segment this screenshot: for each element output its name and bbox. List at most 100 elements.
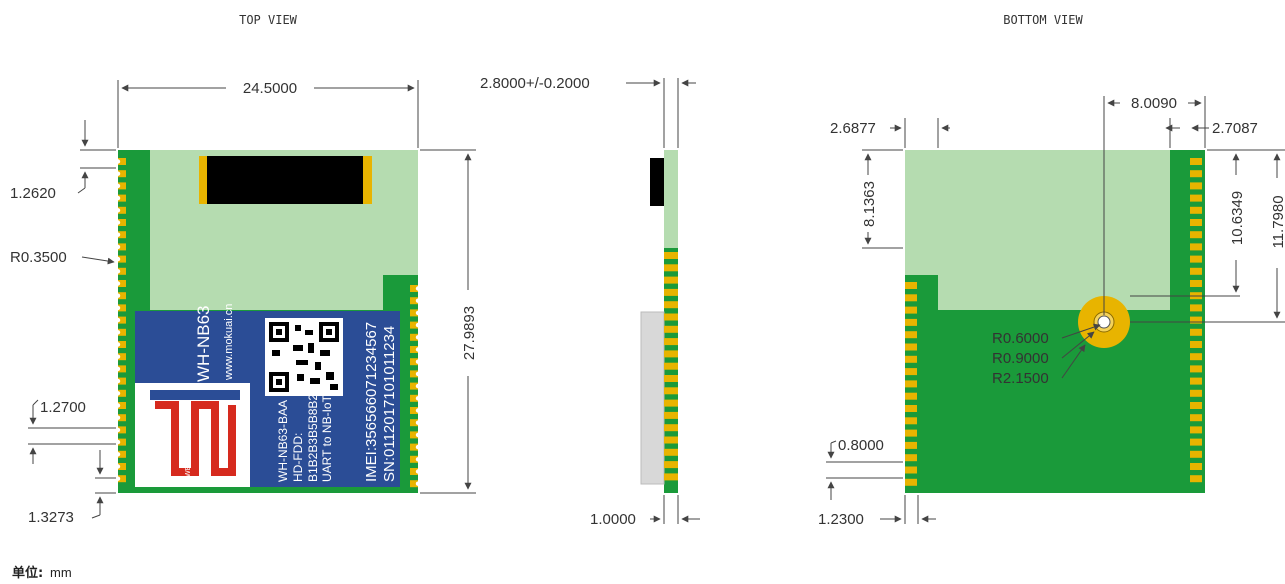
dim-bottom-left: 2.6877: [830, 120, 876, 137]
pad-hole: [415, 371, 421, 377]
pad: [664, 276, 678, 284]
pad-hole: [115, 244, 121, 250]
pad: [1190, 231, 1202, 239]
pad: [905, 306, 917, 314]
part-text: WH-NB63-BAA: [276, 400, 290, 482]
pad: [1190, 426, 1202, 434]
website-text: www.mokuai.cn: [223, 304, 235, 381]
pad: [664, 399, 678, 407]
pad: [664, 264, 678, 272]
pad-hole: [415, 298, 421, 303]
pad-hole: [415, 432, 421, 438]
pad-hole: [415, 408, 421, 413]
pad: [118, 365, 126, 373]
pad-hole: [415, 347, 421, 352]
top-view-title: TOP VIEW: [239, 13, 298, 27]
pad: [1190, 450, 1202, 458]
pad: [1190, 377, 1202, 385]
pad: [410, 455, 418, 463]
pad: [118, 304, 126, 312]
dim-total-height: 11.7980: [1270, 195, 1285, 248]
pad: [1190, 304, 1202, 312]
dim-r3: R2.1500: [992, 370, 1049, 387]
pad-hole: [415, 359, 421, 364]
pad: [905, 392, 917, 400]
pad: [118, 243, 126, 251]
top-view-dimensions: 24.5000 27.9893 1.2620 R0.3500 1.2700 1.…: [10, 80, 478, 526]
pad: [410, 297, 418, 305]
pad: [1190, 206, 1202, 214]
pad: [905, 355, 917, 363]
pad: [664, 288, 678, 296]
pad: [410, 333, 418, 341]
unit-label: 单位:: [12, 565, 43, 581]
pad-hole: [415, 310, 421, 316]
dim-bottom-left-height: 8.1363: [861, 181, 878, 227]
pad: [118, 170, 126, 178]
pad: [410, 309, 418, 317]
pad: [410, 407, 418, 414]
pad: [118, 414, 126, 422]
pad: [118, 292, 126, 300]
top-view-module: WENHENG WH-NB63 www.mokuai.cn WH-NB63-BA…: [115, 150, 421, 493]
pad-hole: [115, 391, 121, 396]
pad-hole: [415, 444, 421, 450]
pad: [905, 454, 917, 462]
pad: [118, 389, 126, 397]
pad: [1190, 341, 1202, 348]
pad: [905, 282, 917, 289]
pad-hole: [115, 354, 121, 359]
pad-hole: [115, 208, 121, 213]
brand-text: WENHENG: [185, 440, 192, 477]
pad-hole: [115, 293, 121, 298]
pad: [664, 338, 678, 346]
pad: [1190, 194, 1202, 202]
pad: [664, 387, 678, 395]
pad: [410, 431, 418, 439]
pad: [410, 480, 418, 488]
pad-hole: [415, 420, 421, 425]
imei-text: IMEI:356566071234567: [363, 322, 380, 482]
pad: [1190, 402, 1202, 409]
bands-text: B1B2B3B5B8B20: [306, 387, 320, 482]
pad-hole: [115, 281, 121, 286]
pad: [118, 267, 126, 275]
pad: [905, 318, 917, 326]
pad: [1190, 255, 1202, 263]
pad: [118, 231, 126, 239]
bottom-view-dimensions: 2.6877 8.1363 8.0090 2.7087 10.6349 11.7…: [818, 95, 1285, 528]
dim-radius: R0.3500: [10, 249, 67, 266]
pad: [118, 450, 126, 458]
pad: [118, 182, 126, 190]
pad: [905, 380, 917, 388]
pad-hole: [415, 322, 421, 328]
pad-hole: [115, 305, 121, 311]
desc-text: UART to NB-IoT: [320, 394, 334, 482]
pad: [1190, 463, 1202, 470]
pad: [664, 411, 678, 419]
sn-text: SN:0112017101011234: [381, 326, 398, 482]
pad: [905, 429, 917, 437]
dim-right-margin: 2.7087: [1212, 120, 1258, 137]
model-text: WH-NB63: [194, 305, 213, 382]
pad: [664, 375, 678, 382]
pad: [1190, 158, 1202, 165]
pad: [1190, 438, 1202, 446]
pad: [664, 362, 678, 370]
pad: [664, 448, 678, 456]
dim-pad-spacing: 1.2300: [818, 511, 864, 528]
pad: [664, 461, 678, 469]
pad: [410, 382, 418, 390]
pad: [664, 473, 678, 481]
pad-hole: [115, 476, 121, 481]
pad: [118, 341, 126, 348]
pad: [410, 285, 418, 292]
pad: [118, 353, 126, 361]
pad-hole: [115, 171, 121, 176]
pad-hole: [115, 439, 121, 445]
left-pads: [115, 158, 126, 483]
pad: [905, 441, 917, 449]
dim-top-offset: 1.2620: [10, 185, 56, 202]
pad: [410, 443, 418, 451]
